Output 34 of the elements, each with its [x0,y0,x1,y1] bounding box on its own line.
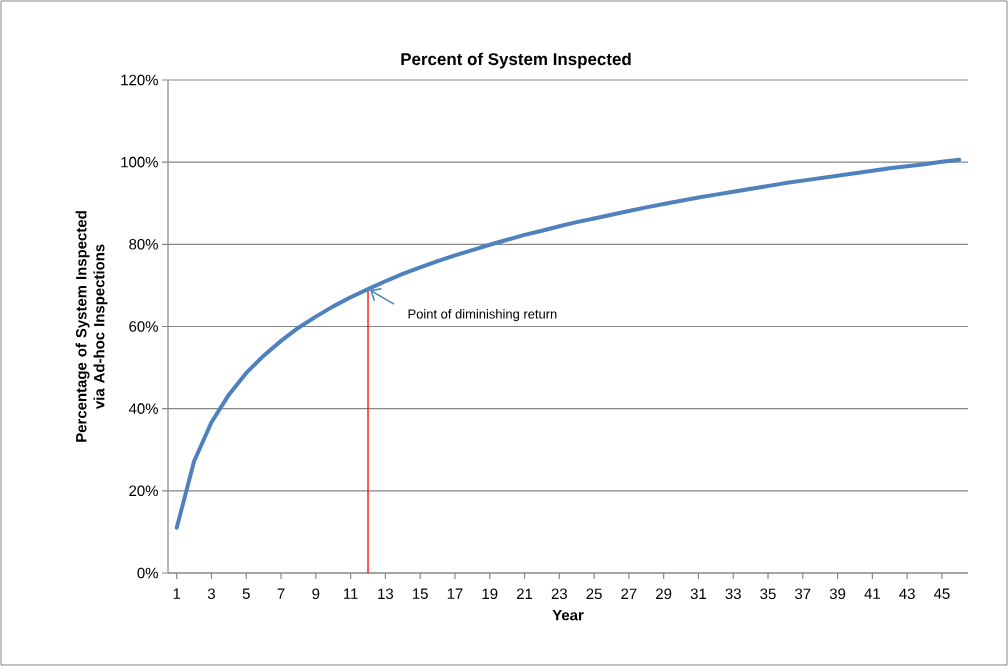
x-tick-label: 43 [899,588,915,600]
x-tick-label: 27 [621,588,637,599]
x-tick-label: 29 [656,588,672,600]
x-tick-label: 39 [829,588,846,600]
x-tick-label: 7 [277,588,285,599]
y-tick-label: 100% [121,156,158,168]
x-axis-title: Year [552,609,584,621]
y-tick-label: 60% [129,321,158,332]
chart-title: Percent of System Inspected [401,52,631,69]
x-tick-label: 19 [482,588,498,600]
y-tick-label: 80% [129,239,158,250]
x-tick-label: 17 [447,588,463,599]
y-tick-label: 40% [128,403,158,414]
x-tick-label: 21 [516,588,533,599]
x-tick-label: 37 [795,588,811,600]
y-tick-label: 20% [129,485,158,497]
y-axis-title: Percentage of System Inspected via Ad-hoc Inspections [75,211,108,442]
x-tick-label: 41 [864,588,880,599]
x-tick-label: 31 [690,588,707,600]
y-tick-label: 120% [121,74,158,86]
x-tick-label: 11 [344,588,358,599]
x-tick-label: 15 [413,588,428,599]
x-tick-label: 9 [312,588,320,600]
x-tick-label: 45 [933,588,950,599]
x-tick-label: 1 [173,588,181,599]
x-tick-label: 23 [551,588,567,600]
x-tick-label: 5 [242,588,250,599]
annotation: Point of diminishing return [408,309,557,322]
x-tick-label: 25 [586,588,602,600]
x-tick-label: 3 [207,588,215,600]
x-tick-label: 33 [725,588,741,600]
y-tick-label: 0% [137,567,158,579]
x-tick-label: 13 [378,588,394,600]
x-tick-label: 35 [760,588,776,600]
